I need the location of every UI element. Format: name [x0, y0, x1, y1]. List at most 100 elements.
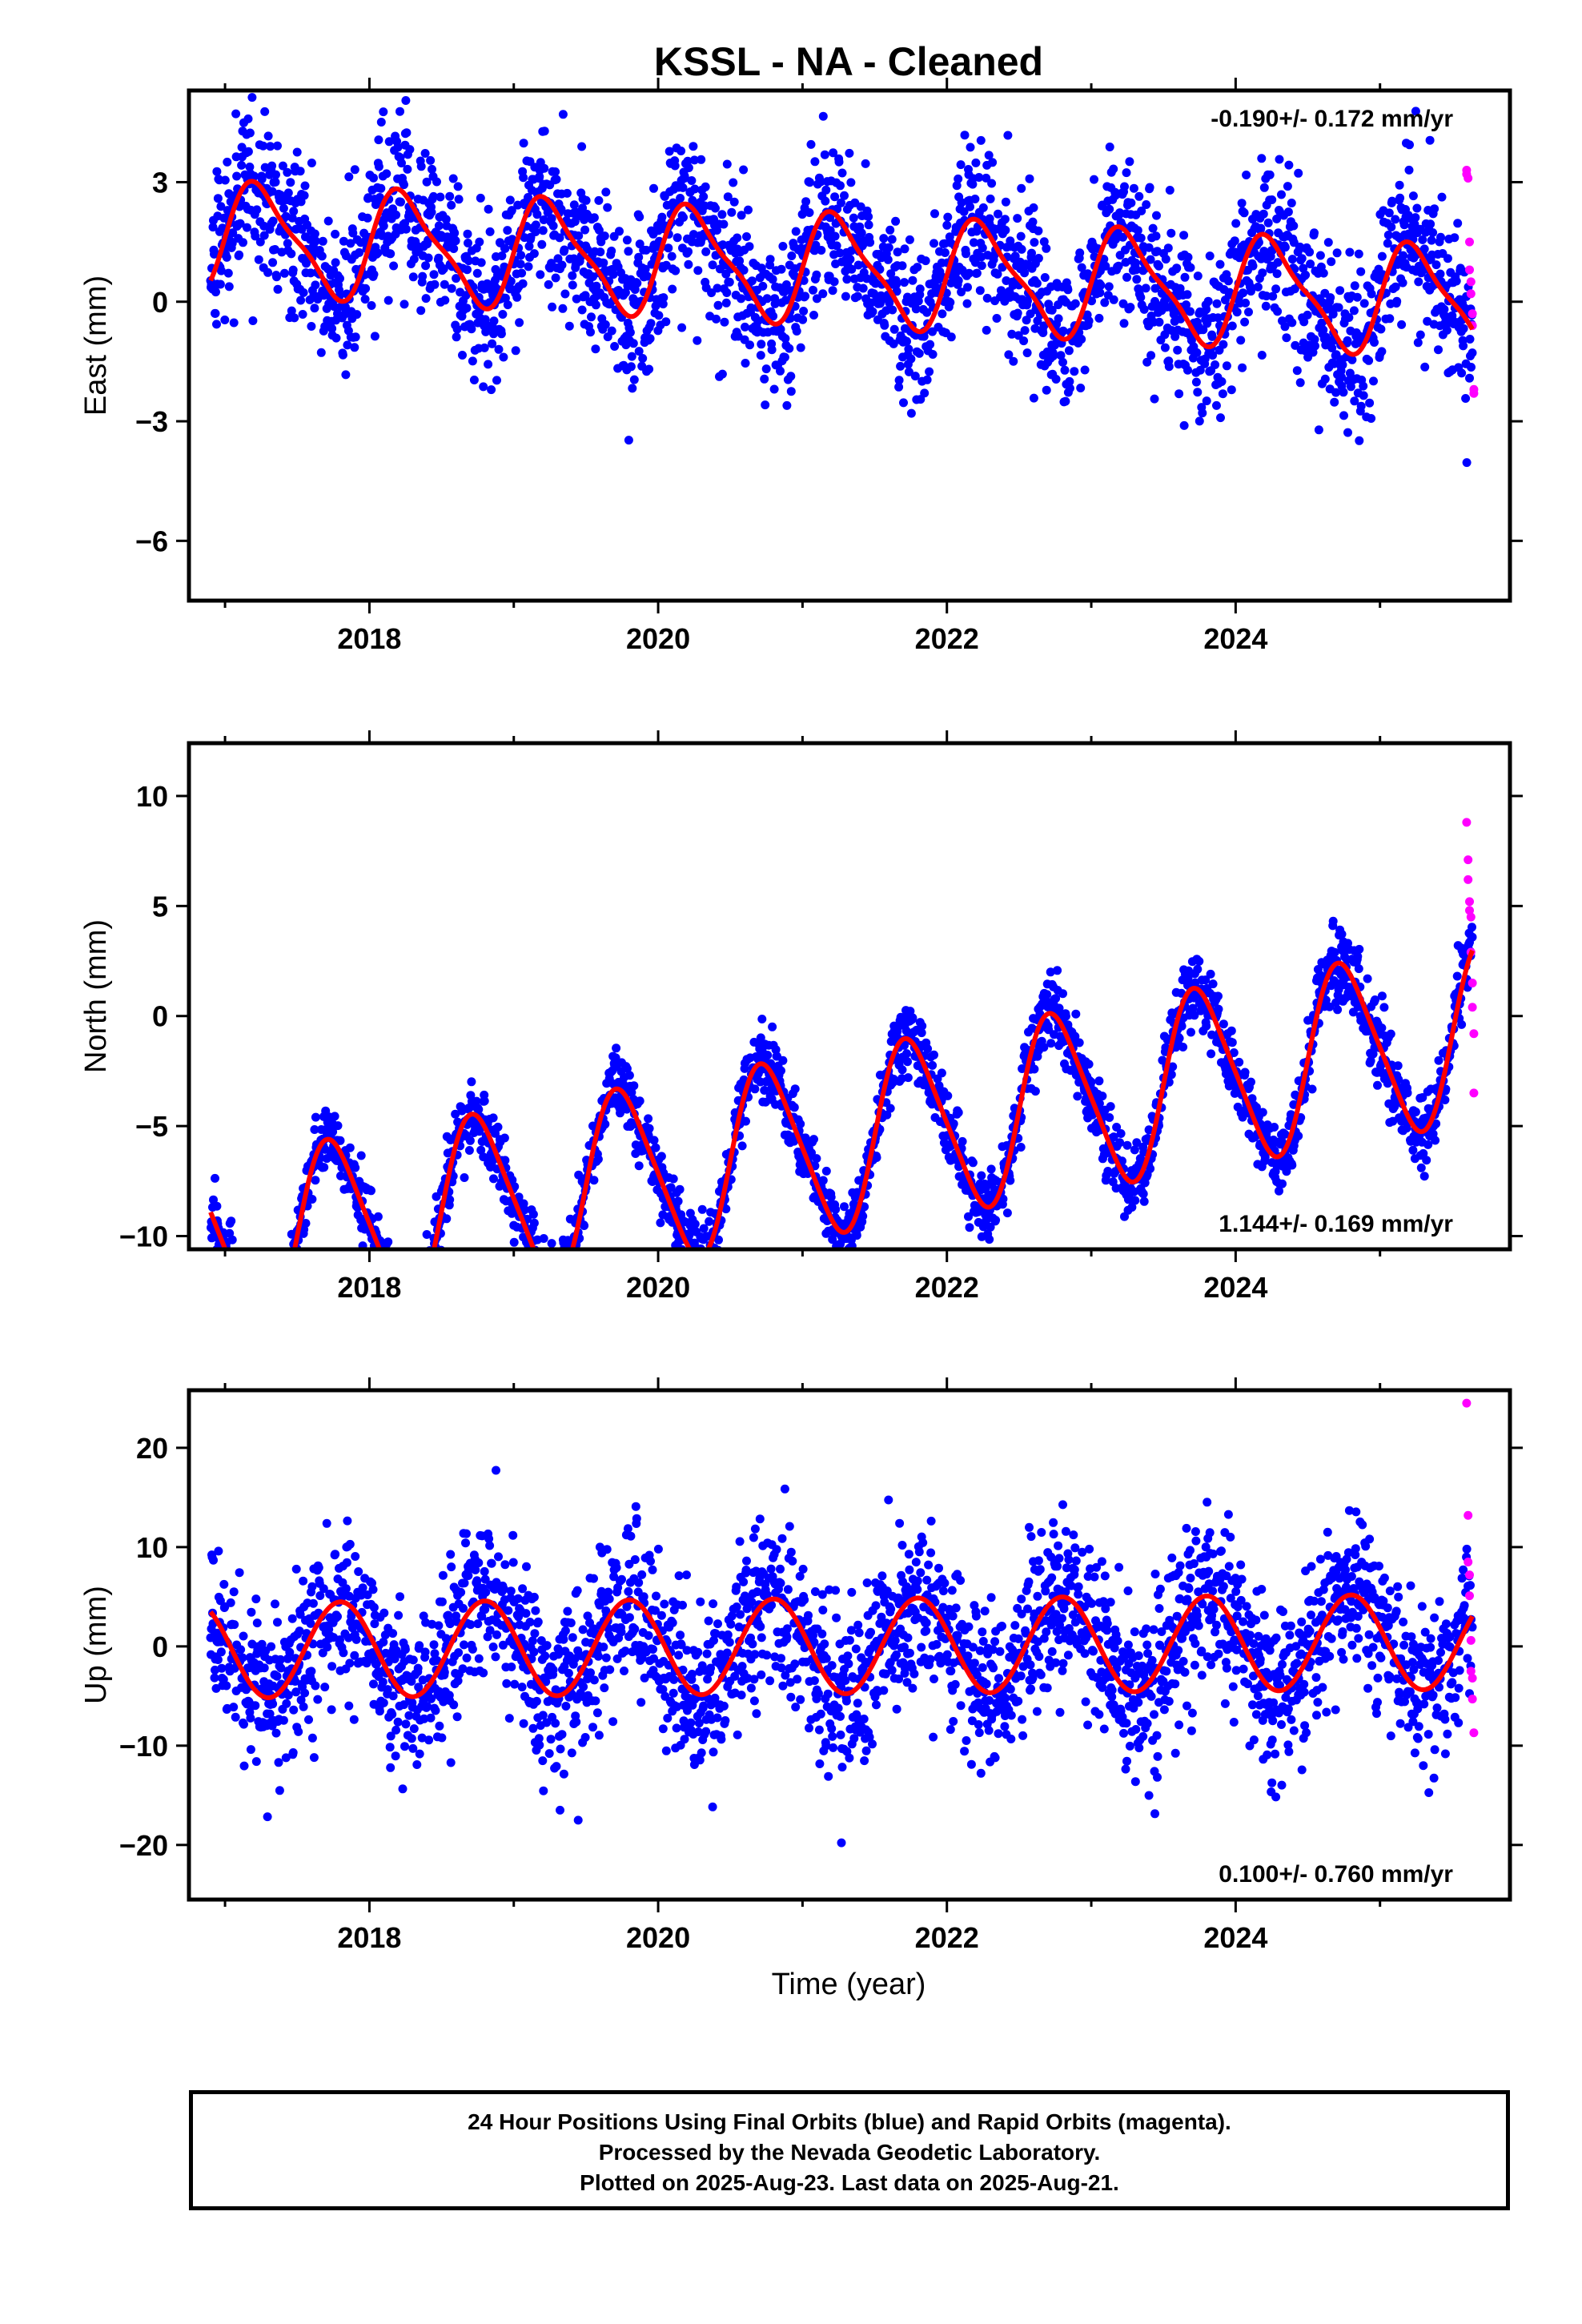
final-orbit-point	[693, 266, 703, 275]
final-orbit-point	[412, 1332, 421, 1341]
final-orbit-point	[1004, 350, 1014, 360]
final-orbit-point	[1411, 107, 1420, 116]
final-orbit-point	[532, 1264, 541, 1273]
final-orbit-point	[689, 155, 699, 165]
final-orbit-point	[1105, 143, 1114, 151]
final-orbit-point	[757, 1015, 767, 1023]
final-orbit-point	[279, 1309, 288, 1318]
final-orbit-point	[262, 1323, 271, 1332]
final-orbit-point	[695, 1290, 704, 1299]
final-orbit-point	[272, 1314, 281, 1323]
final-orbit-point	[1398, 278, 1407, 287]
final-orbit-point	[982, 173, 991, 183]
final-orbit-point	[943, 1091, 953, 1100]
final-orbit-point	[1280, 243, 1290, 252]
final-orbit-point	[1131, 265, 1141, 275]
final-orbit-point	[892, 279, 901, 289]
final-orbit-point	[1346, 382, 1355, 392]
final-orbit-point	[429, 191, 438, 201]
final-orbit-point	[283, 239, 292, 248]
final-orbit-point	[1214, 991, 1223, 1001]
final-orbit-point	[1339, 411, 1348, 420]
rapid-orbit-point	[1465, 237, 1475, 247]
final-orbit-point	[279, 203, 288, 213]
final-orbit-point	[299, 287, 308, 297]
final-orbit-point	[1275, 155, 1284, 164]
final-orbit-point	[560, 245, 569, 255]
final-orbit-point	[538, 1256, 547, 1265]
final-orbit-point	[707, 1254, 716, 1263]
final-orbit-point	[1182, 290, 1192, 300]
final-orbit-point	[557, 1281, 566, 1290]
final-orbit-point	[416, 162, 426, 171]
final-orbit-point	[745, 242, 754, 251]
final-orbit-point	[355, 247, 364, 257]
final-orbit-point	[966, 202, 974, 211]
final-orbit-point	[946, 332, 956, 342]
final-orbit-point	[1327, 257, 1336, 267]
final-orbit-point	[826, 1192, 836, 1202]
final-orbit-point	[479, 382, 488, 392]
final-orbit-point	[1038, 328, 1048, 337]
final-orbit-point	[581, 195, 591, 205]
final-orbit-point	[256, 1301, 265, 1309]
final-orbit-point	[396, 197, 405, 207]
final-orbit-point	[235, 219, 245, 228]
final-orbit-point	[937, 1068, 946, 1078]
final-orbit-point	[1223, 276, 1233, 286]
final-orbit-point	[1205, 251, 1215, 261]
final-orbit-point	[1051, 994, 1061, 1003]
final-orbit-point	[589, 213, 599, 223]
final-orbit-point	[399, 1305, 408, 1314]
final-orbit-point	[1007, 329, 1017, 339]
final-orbit-point	[220, 1278, 229, 1287]
final-orbit-point	[905, 235, 914, 244]
final-orbit-point	[263, 1314, 272, 1323]
final-orbit-point	[1150, 394, 1159, 404]
final-orbit-point	[373, 1253, 382, 1262]
final-orbit-point	[667, 251, 677, 261]
final-orbit-point	[424, 1298, 433, 1307]
east-plot-frame	[187, 88, 1512, 603]
final-orbit-point	[263, 267, 273, 277]
final-orbit-point	[452, 324, 462, 334]
final-orbit-point	[472, 268, 482, 278]
final-orbit-point	[571, 1264, 580, 1273]
final-orbit-point	[1240, 317, 1250, 327]
final-orbit-point	[273, 1286, 282, 1295]
final-orbit-point	[897, 261, 907, 271]
final-orbit-point	[946, 278, 956, 287]
final-orbit-point	[714, 1235, 723, 1244]
final-orbit-point	[1070, 1031, 1080, 1041]
final-orbit-point	[1042, 990, 1052, 999]
final-orbit-point	[634, 347, 644, 356]
final-orbit-point	[558, 1283, 567, 1292]
final-orbit-point	[499, 352, 508, 362]
final-orbit-point	[1242, 171, 1251, 179]
final-orbit-point	[220, 175, 230, 185]
final-orbit-point	[1247, 1077, 1255, 1087]
final-orbit-point	[739, 265, 749, 275]
final-orbit-point	[261, 1332, 270, 1341]
final-orbit-point	[247, 1301, 256, 1310]
final-orbit-point	[356, 1151, 366, 1160]
final-orbit-point	[243, 1273, 252, 1281]
final-orbit-point	[286, 178, 295, 187]
final-orbit-point	[1164, 362, 1174, 372]
final-orbit-point	[427, 207, 436, 217]
final-orbit-point	[1280, 322, 1290, 332]
final-orbit-point	[274, 1298, 283, 1307]
final-orbit-point	[278, 1295, 287, 1304]
final-orbit-point	[244, 1285, 253, 1294]
final-orbit-point	[307, 322, 316, 331]
final-orbit-point	[535, 1288, 544, 1297]
final-orbit-point	[903, 292, 912, 302]
final-orbit-point	[562, 1264, 571, 1273]
final-orbit-point	[1202, 1021, 1211, 1031]
final-orbit-point	[416, 1278, 425, 1287]
final-orbit-point	[1413, 338, 1423, 348]
final-orbit-point	[1126, 303, 1135, 312]
final-orbit-point	[889, 339, 898, 348]
